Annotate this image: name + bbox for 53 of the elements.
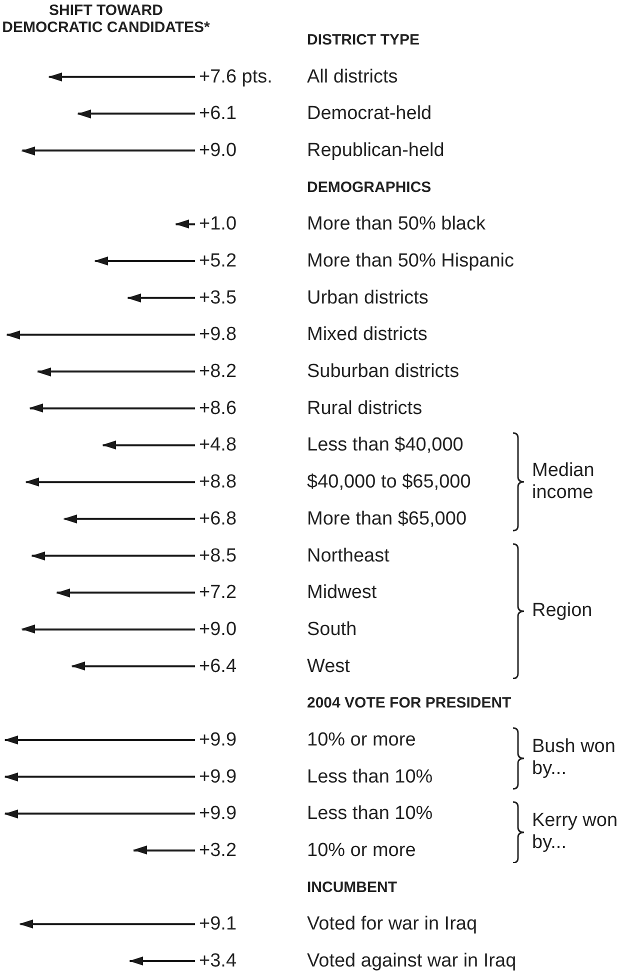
data-label: +7.6 pts. [199, 66, 272, 88]
data-label: +9.0 [199, 618, 237, 640]
y-tick-label: More than $65,000 [307, 508, 467, 530]
y-tick-label: Midwest [307, 582, 378, 604]
data-label: +7.2 [199, 582, 237, 604]
y-tick-label: Voted against war in Iraq [307, 950, 516, 972]
data-label: +8.6 [199, 398, 237, 419]
data-label: +3.5 [199, 287, 237, 308]
y-tick-label: More than 50% black [307, 214, 486, 235]
data-label: +8.2 [199, 361, 237, 382]
y-tick-label: $40,000 to $65,000 [307, 472, 471, 493]
data-label: +6.8 [199, 508, 237, 530]
chart-title: SHIFT TOWARD DEMOCRATIC CANDIDATES* [1, 2, 211, 36]
y-tick-label: 2004 VOTE FOR PRESIDENT [307, 694, 512, 712]
text: Bush won by... [532, 736, 616, 780]
data-label: +5.2 [199, 250, 237, 272]
data-label: +1.0 [199, 214, 237, 235]
y-tick-label: 10% or more [307, 729, 416, 750]
data-label: +6.1 [199, 103, 237, 124]
text: Region [532, 600, 594, 622]
y-tick-label: Mixed districts [307, 324, 428, 346]
data-label: +3.4 [199, 950, 237, 972]
data-label: +3.2 [199, 840, 237, 861]
text: Kerry won by... [532, 810, 619, 854]
data-label: +9.9 [199, 803, 237, 824]
y-tick-label: Suburban districts [307, 361, 460, 382]
data-label: +9.9 [199, 766, 237, 788]
text: Median income [532, 460, 596, 504]
data-label: +6.4 [199, 656, 237, 677]
data-label: +4.8 [199, 434, 237, 456]
y-tick-label: Urban districts [307, 287, 428, 308]
y-tick-label: 10% or more [307, 840, 416, 861]
y-tick-label: All districts [307, 66, 398, 88]
y-tick-label: Northeast [307, 545, 390, 566]
y-tick-label: DEMOGRAPHICS [307, 178, 432, 196]
y-tick-label: Less than 10% [307, 766, 433, 788]
data-label: +9.9 [199, 729, 237, 750]
data-label: +8.8 [199, 472, 237, 493]
y-tick-label: South [307, 618, 357, 640]
data-label: +9.0 [199, 140, 237, 162]
y-tick-label: Less than 10% [307, 803, 433, 824]
y-tick-label: West [307, 656, 351, 677]
y-tick-label: More than 50% Hispanic [307, 250, 514, 272]
data-label: +9.8 [199, 324, 237, 346]
y-tick-label: Democrat-held [307, 103, 432, 124]
y-tick-label: Republican-held [307, 140, 444, 162]
y-tick-label: Less than $40,000 [307, 434, 464, 456]
data-label: +9.1 [199, 914, 237, 935]
y-tick-label: INCUMBENT [307, 878, 397, 896]
y-tick-label: Rural districts [307, 398, 422, 419]
data-label: +8.5 [199, 545, 237, 566]
y-tick-label: Voted for war in Iraq [307, 914, 478, 935]
y-tick-label: DISTRICT TYPE [307, 32, 420, 48]
